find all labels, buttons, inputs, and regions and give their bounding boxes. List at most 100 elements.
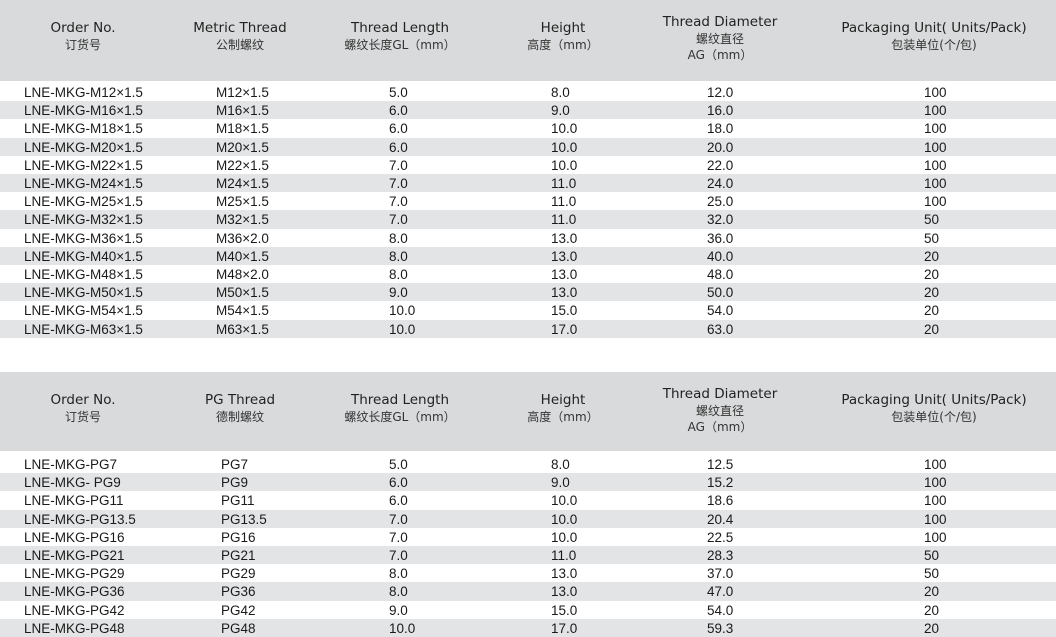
cell-thread: M22×1.5 [216,157,269,173]
header-sublabel: 包装单位(个/包) [891,38,977,52]
header-sublabel: 螺纹直径 [695,32,744,46]
cell-thread-length: 8.0 [389,584,408,600]
cell-packaging-unit: 100 [924,457,947,472]
header-label: Packaging Unit( Units/Pack) [841,20,1027,36]
cell-thread: PG42 [221,602,256,618]
cell-thread: PG21 [221,548,256,563]
cell-thread-diameter: 20.0 [707,139,734,155]
header-unit: AG（mm） [687,420,753,434]
table-row: LNE-MKG-PG36 PG36 8.0 13.0 47.0 20 [0,582,1056,601]
table-row: LNE-MKG-M54×1.5 M54×1.5 10.0 15.0 54.0 20 [0,301,1056,319]
header-label: Thread Diameter [662,14,778,30]
header-packaging-unit: Packaging Unit( Units/Pack) 包装单位(个/包) [841,392,1026,425]
cell-height: 17.0 [551,321,578,337]
table-row: LNE-MKG- PG9 PG9 6.0 9.0 15.2 100 [0,473,1056,492]
header-thread-diameter: Thread Diameter 螺纹直径 AG（mm） [663,386,778,435]
header-sublabel: 螺纹直径 [695,404,744,418]
cell-thread-diameter: 63.0 [707,321,734,337]
cell-thread: M63×1.5 [216,321,269,337]
header-sublabel: 订货号 [64,38,102,52]
header-thread: PG Thread 德制螺纹 [205,392,275,425]
cell-packaging-unit: 20 [924,303,940,319]
cell-packaging-unit: 100 [924,139,947,155]
cell-packaging-unit: 50 [924,212,940,228]
cell-height: 13.0 [551,230,578,246]
cell-thread-length: 7.0 [389,511,408,527]
cell-height: 9.0 [551,103,570,119]
table-header: Order No. 订货号 Metric Thread 公制螺纹 Thread Leng… [0,0,1056,81]
cell-thread: M20×1.5 [216,139,269,155]
cell-thread: M32×1.5 [216,212,269,228]
cell-packaging-unit: 100 [924,529,947,545]
header-sublabel: 螺纹长度GL（mm） [344,410,456,424]
cell-packaging-unit: 20 [924,620,940,636]
cell-thread-diameter: 47.0 [707,584,734,600]
cell-thread-length: 6.0 [389,139,408,155]
cell-thread-length: 7.0 [389,157,408,173]
cell-height: 11.0 [551,548,577,563]
cell-packaging-unit: 20 [924,248,940,264]
cell-packaging-unit: 50 [924,548,940,563]
header-thread-diameter: Thread Diameter 螺纹直径 AG（mm） [663,14,778,63]
cell-order-no: LNE-MKG-M12×1.5 [24,85,143,100]
cell-order-no: LNE-MKG-PG11 [24,493,124,509]
cell-order-no: LNE-MKG-PG16 [24,529,125,545]
cell-thread-diameter: 54.0 [707,602,734,618]
cell-thread-length: 8.0 [389,230,408,246]
cell-thread: PG48 [221,620,256,636]
table-row: LNE-MKG-M18×1.5 M18×1.5 6.0 10.0 18.0 100 [0,119,1056,137]
cell-order-no: LNE-MKG-PG29 [24,566,125,582]
cell-thread-diameter: 20.4 [707,511,734,527]
cell-order-no: LNE-MKG-M24×1.5 [24,176,143,191]
cell-order-no: LNE-MKG-PG48 [24,620,125,636]
cell-thread-diameter: 54.0 [707,303,734,319]
cell-order-no: LNE-MKG-PG21 [24,548,125,563]
cell-order-no: LNE-MKG-PG36 [24,584,125,600]
cell-thread: PG7 [221,457,249,472]
cell-thread-diameter: 50.0 [707,285,734,301]
cell-thread-length: 6.0 [389,493,408,509]
header-unit: AG（mm） [687,48,753,62]
cell-thread-diameter: 24.0 [707,176,734,191]
header-sublabel: 德制螺纹 [215,410,265,424]
cell-height: 10.0 [551,121,578,137]
table-row: LNE-MKG-PG7 PG7 5.0 8.0 12.5 100 [0,455,1056,473]
cell-order-no: LNE-MKG-M22×1.5 [24,157,143,173]
cell-height: 10.0 [551,493,578,509]
cell-height: 8.0 [551,457,570,472]
cell-thread: M54×1.5 [216,303,269,319]
cell-order-no: LNE-MKG- PG9 [24,475,121,491]
cell-thread: M12×1.5 [216,85,269,100]
cell-thread-length: 5.0 [389,457,408,472]
cell-height: 13.0 [551,285,578,301]
cell-thread-length: 7.0 [389,548,408,563]
cell-thread-length: 10.0 [389,321,416,337]
table-row: LNE-MKG-M16×1.5 M16×1.5 6.0 9.0 16.0 100 [0,101,1056,120]
cell-thread-length: 8.0 [389,267,408,282]
cell-packaging-unit: 50 [924,566,940,582]
cell-thread: M16×1.5 [216,103,269,119]
header-order-no: Order No. 订货号 [50,20,115,53]
cell-order-no: LNE-MKG-M18×1.5 [24,121,143,137]
cell-height: 11.0 [551,212,577,228]
header-label: Height [540,20,586,36]
cell-height: 10.0 [551,529,578,545]
cell-packaging-unit: 100 [924,475,947,491]
cell-thread: M48×2.0 [216,267,269,282]
table-row: LNE-MKG-M32×1.5 M32×1.5 7.0 11.0 32.0 50 [0,210,1056,229]
cell-thread: PG13.5 [221,511,267,527]
cell-packaging-unit: 100 [924,176,947,191]
cell-thread: M50×1.5 [216,285,269,301]
cell-thread: PG11 [221,493,255,509]
table-row: LNE-MKG-M63×1.5 M63×1.5 10.0 17.0 63.0 20 [0,319,1056,338]
cell-thread-diameter: 25.0 [707,194,734,210]
header-height: Height 高度（mm） [527,20,598,53]
cell-thread: M24×1.5 [216,176,269,191]
cell-packaging-unit: 50 [924,230,940,246]
table-row: LNE-MKG-M50×1.5 M50×1.5 9.0 13.0 50.0 20 [0,283,1056,302]
cell-height: 13.0 [551,584,578,600]
cell-thread-length: 7.0 [389,212,408,228]
cell-thread-diameter: 28.3 [707,548,734,563]
cell-height: 17.0 [551,620,578,636]
cell-order-no: LNE-MKG-M40×1.5 [24,248,143,264]
